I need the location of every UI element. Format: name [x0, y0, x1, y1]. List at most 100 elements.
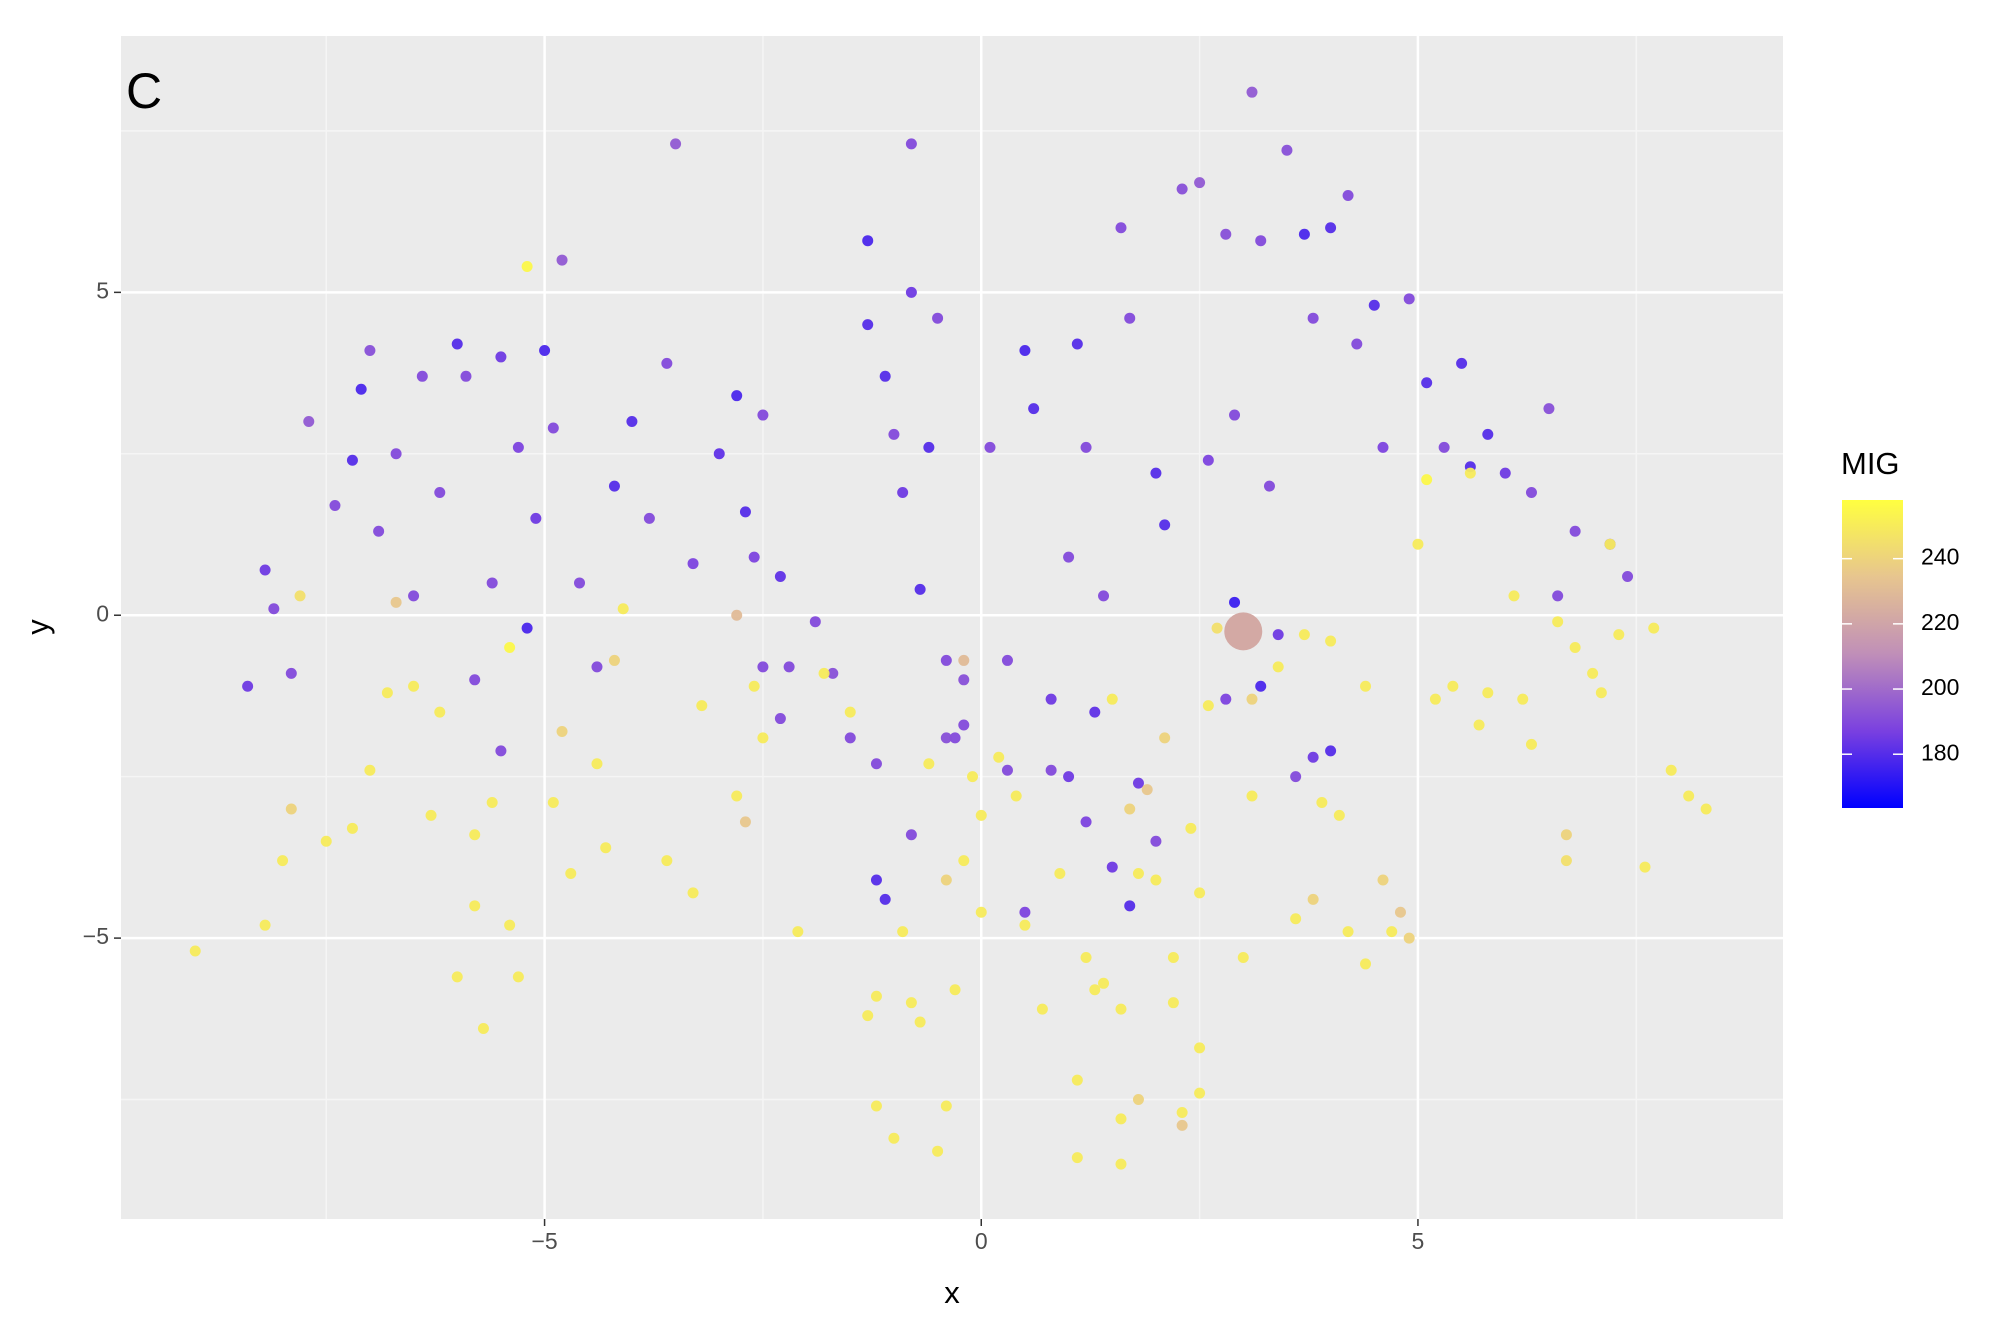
point	[591, 758, 603, 770]
point	[1019, 344, 1031, 356]
x-tick-label: −5	[531, 1228, 557, 1254]
point	[373, 525, 385, 537]
point	[1482, 428, 1494, 440]
point	[1211, 622, 1223, 634]
point	[1263, 480, 1275, 492]
point	[862, 1010, 874, 1022]
point	[1325, 222, 1337, 234]
point	[390, 448, 402, 460]
point	[975, 809, 987, 821]
point	[774, 713, 786, 725]
point	[687, 558, 699, 570]
point	[495, 351, 507, 363]
point	[940, 874, 952, 886]
point	[364, 764, 376, 776]
point	[556, 254, 568, 266]
point	[1543, 403, 1555, 415]
point	[809, 616, 821, 628]
point	[1290, 913, 1302, 925]
point	[495, 745, 507, 757]
point	[1560, 855, 1572, 867]
point	[844, 732, 856, 744]
point	[1019, 906, 1031, 918]
point	[477, 1023, 489, 1035]
point	[1377, 874, 1389, 886]
point	[792, 926, 804, 938]
point	[1063, 551, 1075, 563]
point	[1386, 926, 1398, 938]
highlight-point	[1224, 612, 1263, 651]
point	[259, 564, 271, 576]
y-tick-label: −5	[83, 923, 109, 949]
point	[1456, 357, 1468, 369]
legend-title: MIG	[1841, 446, 1900, 481]
point	[486, 577, 498, 589]
point	[1368, 299, 1380, 311]
y-tick-label: 0	[96, 600, 109, 626]
colorbar-tick-label: 240	[1921, 544, 1959, 570]
point	[975, 906, 987, 918]
point	[565, 868, 577, 880]
point	[862, 235, 874, 247]
point	[879, 370, 891, 382]
point	[958, 654, 970, 666]
point	[425, 809, 437, 821]
point	[1229, 596, 1241, 608]
point	[1298, 629, 1310, 641]
point	[512, 441, 524, 453]
point	[687, 887, 699, 899]
point	[556, 725, 568, 737]
point	[1421, 377, 1433, 389]
point	[643, 512, 655, 524]
point	[1499, 467, 1511, 479]
point	[1115, 1113, 1127, 1125]
point	[285, 803, 297, 815]
point	[486, 796, 498, 808]
point	[914, 583, 926, 595]
point	[1246, 693, 1258, 705]
point	[748, 680, 760, 692]
point	[1447, 680, 1459, 692]
point	[818, 667, 830, 679]
point	[1255, 680, 1267, 692]
point	[1622, 570, 1634, 582]
point	[1019, 919, 1031, 931]
point	[1071, 1152, 1083, 1164]
point	[1089, 706, 1101, 718]
point	[870, 758, 882, 770]
x-axis-title: x	[944, 1275, 960, 1310]
point	[1202, 700, 1214, 712]
point	[958, 855, 970, 867]
point	[940, 732, 952, 744]
point	[739, 506, 751, 518]
point	[1429, 693, 1441, 705]
point	[967, 771, 979, 783]
point	[1124, 312, 1136, 324]
point	[1360, 680, 1372, 692]
point	[591, 661, 603, 673]
point	[1342, 926, 1354, 938]
point	[1045, 693, 1057, 705]
point	[984, 441, 996, 453]
point	[408, 590, 420, 602]
point	[1010, 790, 1022, 802]
point	[1150, 467, 1162, 479]
point	[451, 971, 463, 983]
colorbar	[1842, 500, 1903, 808]
point	[905, 286, 917, 298]
point	[1552, 616, 1564, 628]
point	[1132, 868, 1144, 880]
point	[1552, 590, 1564, 602]
point	[1106, 693, 1118, 705]
point	[1220, 228, 1232, 240]
point	[469, 829, 481, 841]
point	[1525, 487, 1537, 499]
point	[1071, 338, 1083, 350]
point	[1403, 293, 1415, 305]
point	[547, 422, 559, 434]
point	[1316, 796, 1328, 808]
point	[504, 642, 516, 654]
point	[1613, 629, 1625, 641]
point	[1194, 887, 1206, 899]
